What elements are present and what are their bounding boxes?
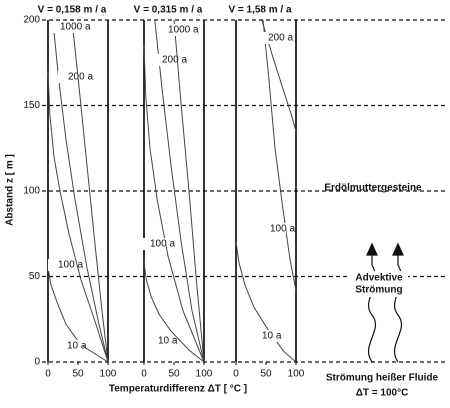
- x-tick-label: 50: [168, 369, 180, 380]
- x-tick-label: 50: [260, 369, 272, 380]
- x-tick-label: 100: [196, 369, 213, 380]
- curve-label: 10 a: [67, 341, 87, 352]
- arrow-head: [392, 242, 404, 256]
- label-bg: [158, 24, 184, 36]
- panel-title: V = 1,58 m / a: [228, 5, 292, 16]
- label-bg: [57, 340, 83, 352]
- curve-label: 200 a: [162, 55, 187, 66]
- wavy-arrow: [393, 248, 403, 363]
- curve-label: 10 a: [158, 336, 178, 347]
- profile-curve: [173, 19, 205, 363]
- x-tick-label: 50: [72, 369, 84, 380]
- label-bg: [140, 238, 166, 250]
- label-bg: [260, 223, 286, 235]
- flow-arrows: [366, 242, 404, 363]
- profile-curve: [71, 19, 109, 363]
- profile-curve: [262, 19, 297, 291]
- annotation: ΔT = 100°C: [356, 388, 409, 399]
- annotation: Advektive: [355, 273, 403, 284]
- label-bg: [152, 54, 178, 66]
- label-bg: [322, 370, 440, 400]
- label-bg: [48, 259, 74, 271]
- x-tick-label: 100: [288, 369, 305, 380]
- y-tick-label: 200: [23, 15, 40, 26]
- annotation: Strömung: [355, 285, 402, 296]
- x-tick-label: 0: [45, 369, 51, 380]
- y-tick-label: 0: [34, 357, 40, 368]
- plot-layer: 0 50 100 150 200 Abstand z [ m ] V = 0,158 m /…: [5, 5, 448, 395]
- curve-label: 10 a: [262, 331, 282, 342]
- y-tick-label: 50: [29, 271, 41, 282]
- y-tick-label: 150: [23, 100, 40, 111]
- x-tick-label: 0: [233, 369, 239, 380]
- profile-curve: [235, 242, 297, 363]
- label-bg: [350, 271, 408, 297]
- curve-label: 100 a: [270, 224, 295, 235]
- panel-title: V = 0,315 m / a: [134, 5, 203, 16]
- profile-curve: [47, 267, 109, 363]
- profile-curve: [154, 19, 205, 363]
- curve-label: 200 a: [68, 72, 93, 83]
- label-bg: [50, 21, 76, 33]
- profile-curve: [143, 45, 205, 363]
- x-tick-label: 0: [141, 369, 147, 380]
- annotation: Strömung heißer Fluide: [326, 373, 439, 384]
- curve-label: 100 a: [58, 260, 83, 271]
- profile-curve: [143, 262, 205, 363]
- label-bg: [252, 330, 278, 342]
- panel-title: V = 0,158 m / a: [38, 5, 107, 16]
- curve-label: 100 a: [150, 239, 175, 250]
- arrow-head: [366, 242, 378, 256]
- annotation: Erdölmuttergesteine: [324, 183, 422, 194]
- curve-label: 200 a: [268, 33, 293, 44]
- y-axis-label: Abstand z [ m ]: [5, 154, 16, 226]
- label-bg: [258, 32, 284, 44]
- label-bg: [148, 335, 174, 347]
- x-tick-label: 100: [100, 369, 117, 380]
- profile-curve: [47, 71, 109, 363]
- x-axis-label: Temperaturdifferenz ΔT [ °C ]: [109, 384, 247, 395]
- curve-label: 1000 a: [60, 22, 91, 33]
- wavy-arrow: [367, 248, 377, 363]
- y-tick-label: 100: [23, 186, 40, 197]
- curve-label: 1000 a: [168, 25, 199, 36]
